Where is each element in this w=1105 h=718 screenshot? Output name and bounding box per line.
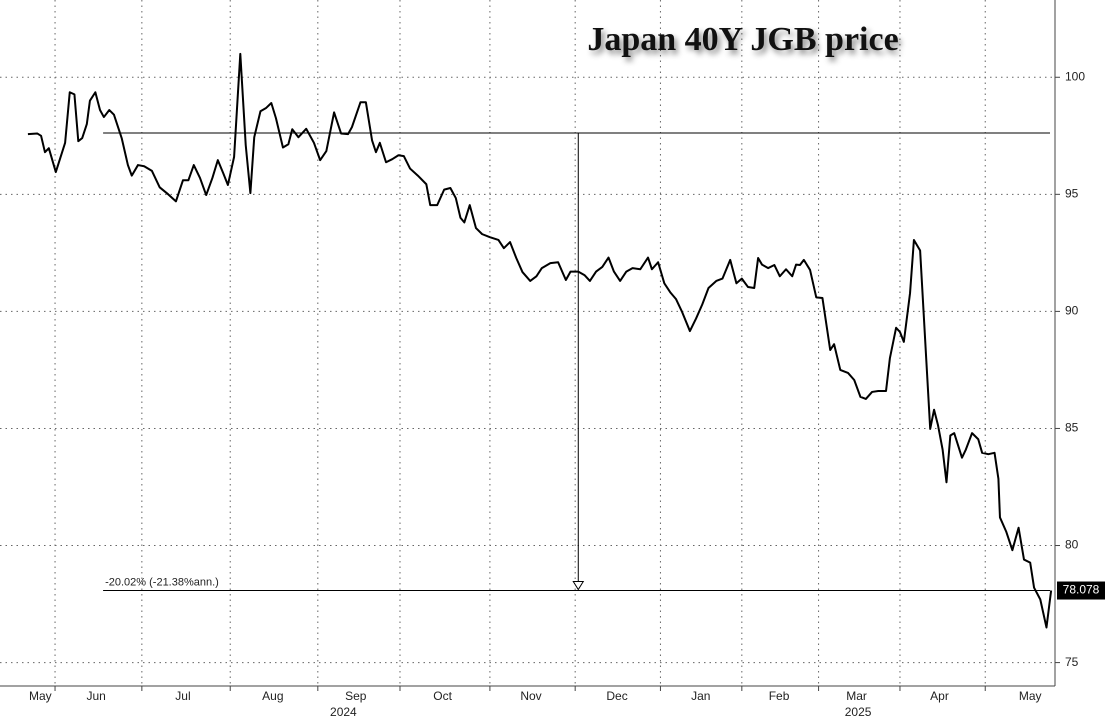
x-tick-label: Aug <box>262 689 283 703</box>
x-tick-label: Dec <box>606 689 627 703</box>
x-tick-label: Feb <box>769 689 790 703</box>
price-line <box>27 52 1053 629</box>
y-tick-label: 100 <box>1065 69 1085 83</box>
arrow-head <box>572 581 585 591</box>
chart-title: Japan 40Y JGB price <box>587 21 898 58</box>
x-tick-label: Jan <box>691 689 710 703</box>
x-tick-label: Apr <box>930 689 949 703</box>
y-tick-label: 95 <box>1065 186 1079 200</box>
x-tick-label: Sep <box>345 689 367 703</box>
x-tick-label: Jul <box>175 689 190 703</box>
last-value-box <box>1057 581 1105 600</box>
y-tick-label: 85 <box>1065 421 1079 435</box>
year-label: 2024 <box>330 705 357 718</box>
x-tick-label: Nov <box>520 689 541 703</box>
y-tick-label: 80 <box>1065 538 1079 552</box>
x-tick-label: Mar <box>846 689 867 703</box>
year-label: 2025 <box>845 705 872 718</box>
x-tick-label: Jun <box>86 689 105 703</box>
x-tick-label: May <box>1019 689 1042 703</box>
x-tick-label: May <box>29 689 52 703</box>
y-tick-label: 75 <box>1065 655 1079 669</box>
annotation-text: -20.02% (-21.38%ann.) <box>105 576 219 588</box>
last-value-label: 78.078 <box>1063 583 1100 597</box>
y-tick-label: 90 <box>1065 304 1079 318</box>
x-tick-label: Oct <box>433 689 452 703</box>
